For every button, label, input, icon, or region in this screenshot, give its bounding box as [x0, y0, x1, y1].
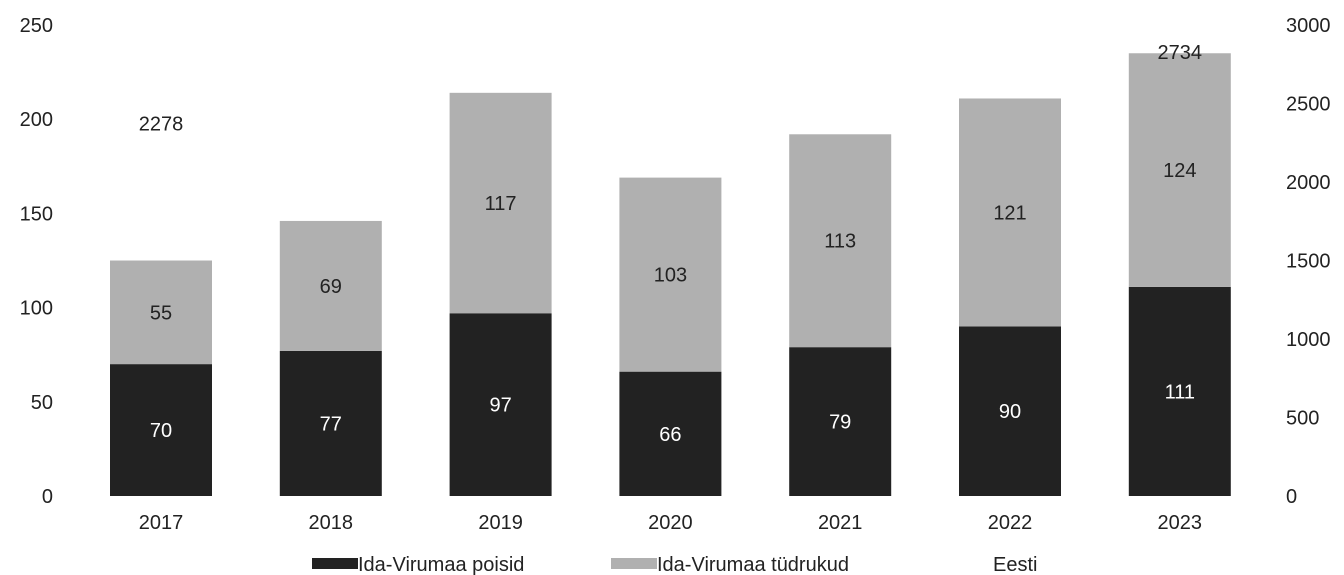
bar-segment-girls: [1128, 53, 1231, 287]
left-tick-label: 200: [20, 109, 53, 131]
left-y-axis: 0 50 100 150 200 250: [20, 15, 53, 508]
x-tick-label: 2019: [478, 512, 523, 534]
bar-segment-girls: [619, 177, 722, 372]
bar-segment-boys: [1128, 286, 1231, 496]
bars: 70 55 2278 77 69 97 117 66 103 79 113 90 121 111 124 27…: [110, 42, 1231, 496]
legend-label: Ida-Virumaa tüdrukud: [657, 554, 849, 575]
data-label-girls: 69: [320, 276, 342, 298]
data-label-boys: 90: [999, 401, 1021, 423]
bar-segment-girls: [279, 220, 382, 351]
data-label-boys: 111: [1165, 381, 1195, 403]
data-label-girls: 117: [485, 193, 517, 215]
bar-segment-boys: [959, 326, 1061, 496]
bar-segment-boys: [449, 313, 552, 496]
right-tick-label: 2500: [1286, 94, 1331, 116]
left-tick-label: 50: [31, 392, 53, 414]
x-tick-label: 2018: [309, 512, 354, 534]
data-label-boys: 97: [489, 395, 511, 417]
data-label-boys: 79: [829, 412, 851, 434]
x-tick-label: 2022: [988, 512, 1033, 534]
right-tick-label: 3000: [1286, 15, 1331, 37]
data-label-boys: 70: [150, 420, 172, 442]
x-tick-label: 2021: [818, 512, 863, 534]
bar-segment-girls: [959, 98, 1061, 327]
bar-segment-girls: [789, 134, 892, 348]
data-label-boys: 77: [320, 413, 342, 435]
data-label-girls: 55: [150, 302, 172, 324]
x-tick-label: 2020: [648, 512, 693, 534]
legend-swatch: [611, 558, 657, 569]
bar-segment-girls: [449, 92, 552, 314]
x-tick-label: 2017: [139, 512, 184, 534]
bar-segment-boys: [619, 371, 722, 496]
legend-label: Eesti: [993, 554, 1037, 575]
x-tick-label: 2023: [1158, 512, 1203, 534]
data-label-girls: 103: [654, 265, 687, 287]
data-label-girls: 124: [1163, 160, 1196, 182]
right-tick-label: 2000: [1286, 172, 1331, 194]
left-tick-label: 250: [20, 15, 53, 37]
right-tick-label: 500: [1286, 408, 1319, 430]
bar-segment-boys: [279, 350, 382, 496]
right-tick-label: 1000: [1286, 329, 1331, 351]
data-label-boys: 66: [659, 424, 681, 446]
right-y-axis: 0 500 1000 1500 2000 2500 3000: [1286, 15, 1331, 508]
bar-segment-boys: [789, 347, 892, 496]
legend-label: Ida-Virumaa poisid: [358, 554, 524, 575]
x-axis: 2017 2018 2019 2020 2021 2022 2023: [139, 512, 1202, 534]
right-tick-label: 1500: [1286, 251, 1331, 273]
bar-segment-girls: [110, 260, 212, 365]
data-label-eesti: 2734: [1158, 42, 1203, 64]
right-tick-label: 0: [1286, 486, 1297, 508]
bar-segment-boys: [110, 364, 212, 496]
left-tick-label: 150: [20, 203, 53, 225]
left-tick-label: 0: [42, 486, 53, 508]
legend-swatch: [312, 558, 358, 569]
legend: Ida-Virumaa poisid Ida-Virumaa tüdrukud Ee…: [312, 554, 1037, 575]
data-label-eesti: 2278: [139, 113, 184, 135]
left-tick-label: 100: [20, 298, 53, 320]
data-label-girls: 113: [824, 231, 856, 253]
data-label-girls: 121: [993, 202, 1026, 224]
